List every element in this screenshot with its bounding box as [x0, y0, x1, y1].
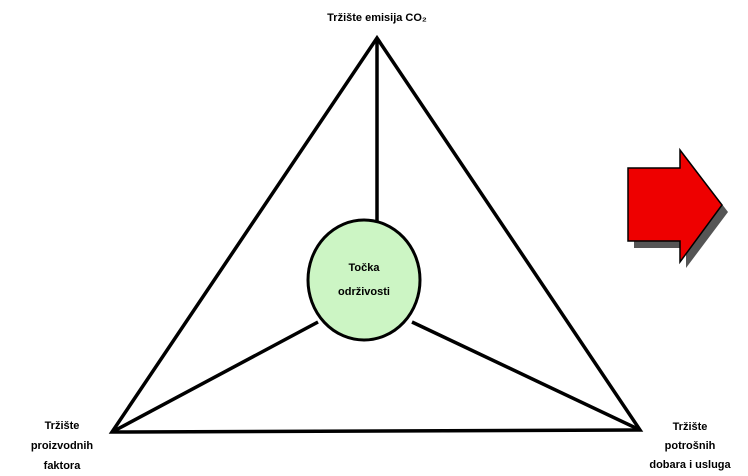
arrow: [627, 147, 723, 265]
node-label: Tržište emisija CO₂: [327, 12, 427, 24]
triangle: [108, 34, 644, 434]
center-circle: [306, 218, 422, 342]
node-label: faktora: [44, 460, 82, 472]
node-label: dobara i usluga: [649, 459, 731, 471]
node-label: Tržište: [45, 420, 80, 432]
node-label: proizvodnih: [31, 440, 94, 452]
node-label: Tržište: [673, 421, 708, 433]
node-label: potrošnih: [665, 440, 716, 452]
connector-left: [111, 320, 319, 434]
node-label: održivosti: [338, 286, 390, 298]
labels: Tržište emisija CO₂ Tržište proizvodnih fak…: [31, 12, 732, 472]
node-label: Točka: [349, 262, 381, 274]
connector-right: [411, 320, 641, 432]
